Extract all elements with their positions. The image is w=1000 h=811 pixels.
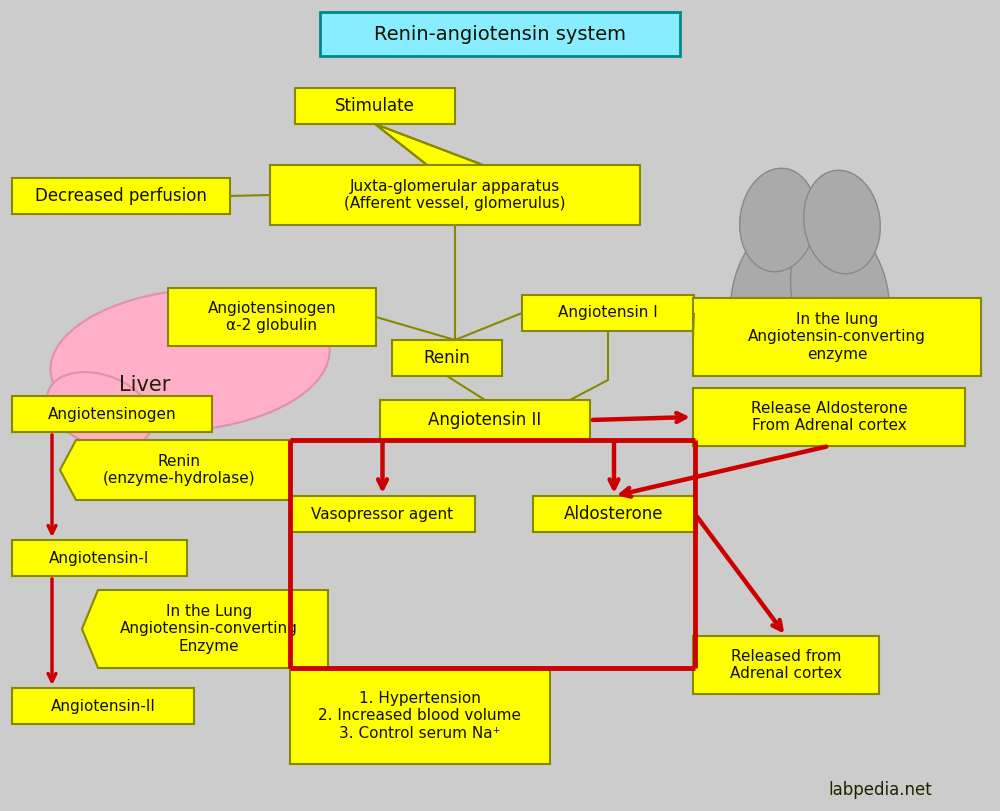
FancyBboxPatch shape — [807, 195, 829, 290]
Text: Aldosterone: Aldosterone — [564, 505, 664, 523]
Text: Angiotensinogen
α-2 globulin: Angiotensinogen α-2 globulin — [208, 301, 336, 333]
FancyBboxPatch shape — [533, 496, 695, 532]
Text: Release Aldosterone
From Adrenal cortex: Release Aldosterone From Adrenal cortex — [751, 401, 907, 433]
FancyBboxPatch shape — [320, 12, 680, 56]
Polygon shape — [60, 440, 290, 500]
Ellipse shape — [47, 372, 153, 448]
Polygon shape — [82, 590, 328, 668]
Text: Decreased perfusion: Decreased perfusion — [35, 187, 207, 205]
Text: Angiotensin II: Angiotensin II — [428, 411, 542, 429]
FancyBboxPatch shape — [290, 668, 550, 764]
Ellipse shape — [50, 290, 330, 431]
Text: Angiotensinogen: Angiotensinogen — [48, 406, 176, 422]
Text: labpedia.net: labpedia.net — [828, 781, 932, 799]
Text: Renin-angiotensin system: Renin-angiotensin system — [374, 24, 626, 44]
Text: 1. Hypertension
2. Increased blood volume
3. Control serum Na⁺: 1. Hypertension 2. Increased blood volum… — [318, 691, 522, 741]
FancyBboxPatch shape — [522, 295, 694, 331]
FancyBboxPatch shape — [693, 298, 981, 376]
FancyBboxPatch shape — [295, 88, 455, 124]
FancyBboxPatch shape — [12, 540, 187, 576]
Text: Angiotensin-II: Angiotensin-II — [51, 698, 155, 714]
FancyBboxPatch shape — [12, 688, 194, 724]
Text: Released from
Adrenal cortex: Released from Adrenal cortex — [730, 649, 842, 681]
Ellipse shape — [791, 221, 889, 369]
Text: Liver: Liver — [119, 375, 171, 395]
FancyBboxPatch shape — [12, 396, 212, 432]
Text: Renin
(enzyme-hydrolase): Renin (enzyme-hydrolase) — [103, 454, 255, 487]
Text: Renin: Renin — [424, 349, 470, 367]
Text: Angiotensin I: Angiotensin I — [558, 306, 658, 320]
FancyBboxPatch shape — [392, 340, 502, 376]
FancyBboxPatch shape — [380, 400, 590, 440]
Ellipse shape — [731, 221, 829, 369]
Polygon shape — [375, 124, 483, 165]
Text: Stimulate: Stimulate — [335, 97, 415, 115]
FancyBboxPatch shape — [693, 388, 965, 446]
Ellipse shape — [740, 168, 816, 272]
FancyBboxPatch shape — [168, 288, 376, 346]
Text: Juxta-glomerular apparatus
(Afferent vessel, glomerulus): Juxta-glomerular apparatus (Afferent ves… — [344, 178, 566, 211]
FancyBboxPatch shape — [270, 165, 640, 225]
FancyBboxPatch shape — [290, 496, 475, 532]
FancyBboxPatch shape — [693, 636, 879, 694]
Text: In the Lung
Angiotensin-converting
Enzyme: In the Lung Angiotensin-converting Enzym… — [120, 604, 298, 654]
Text: Angiotensin-I: Angiotensin-I — [49, 551, 150, 565]
Text: In the lung
Angiotensin-converting
enzyme: In the lung Angiotensin-converting enzym… — [748, 312, 926, 362]
Ellipse shape — [804, 170, 880, 274]
Text: Vasopressor agent: Vasopressor agent — [311, 507, 454, 521]
FancyBboxPatch shape — [12, 178, 230, 214]
